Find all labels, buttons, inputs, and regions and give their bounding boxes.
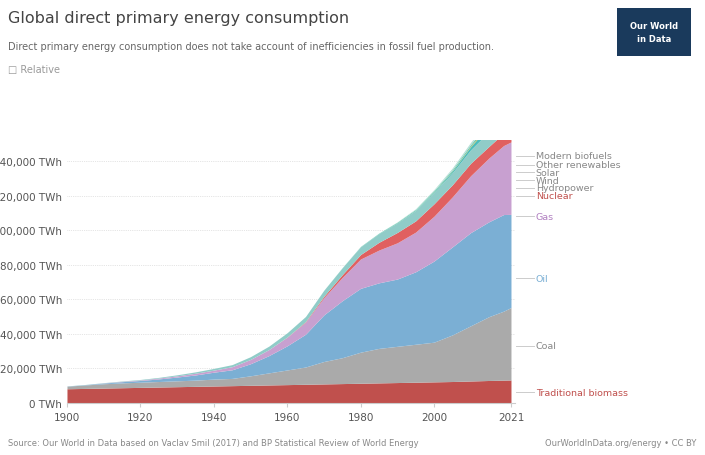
Text: OurWorldInData.org/energy • CC BY: OurWorldInData.org/energy • CC BY <box>545 438 697 447</box>
Text: Hydropower: Hydropower <box>536 184 594 193</box>
Text: Coal: Coal <box>536 341 557 350</box>
Text: Modern biofuels: Modern biofuels <box>536 152 612 161</box>
Text: Direct primary energy consumption does not take account of inefficiencies in fos: Direct primary energy consumption does n… <box>8 42 494 52</box>
Text: Gas: Gas <box>536 212 554 221</box>
Text: □ Relative: □ Relative <box>8 65 61 75</box>
Text: Oil: Oil <box>536 274 548 283</box>
Text: Source: Our World in Data based on Vaclav Smil (2017) and BP Statistical Review : Source: Our World in Data based on Vacla… <box>8 438 419 447</box>
Text: Global direct primary energy consumption: Global direct primary energy consumption <box>8 11 350 26</box>
Text: Nuclear: Nuclear <box>536 192 572 201</box>
Text: Wind: Wind <box>536 176 560 185</box>
Text: Solar: Solar <box>536 168 560 177</box>
Text: Traditional biomass: Traditional biomass <box>536 388 627 397</box>
Text: Other renewables: Other renewables <box>536 161 620 170</box>
Text: Our World
in Data: Our World in Data <box>630 22 678 44</box>
